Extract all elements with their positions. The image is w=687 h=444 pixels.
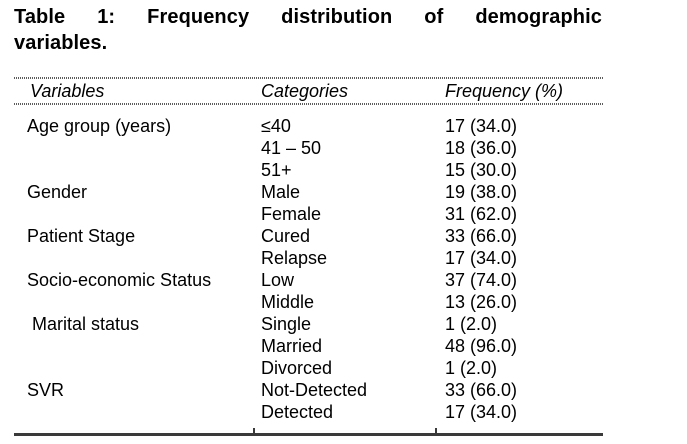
category-cell: Married: [261, 336, 323, 356]
table-body: Age group (years) ≤40 17 (34.0) 41 – 50 …: [14, 105, 603, 433]
table-row: Socio-economic Status Low 37 (74.0): [14, 269, 603, 291]
table-row: Married 48 (96.0): [14, 335, 603, 357]
category-cell: Detected: [261, 402, 334, 422]
table-row: 51+ 15 (30.0): [14, 159, 603, 181]
frequency-cell: 31 (62.0): [445, 204, 518, 224]
table-row: Gender Male 19 (38.0): [14, 181, 603, 203]
column-header-categories: Categories: [261, 81, 349, 101]
variable-cell: Marital status: [27, 314, 140, 334]
variable-cell: [14, 159, 253, 181]
frequency-cell: 17 (34.0): [445, 248, 518, 268]
variable-cell: Socio-economic Status: [27, 270, 212, 290]
frequency-cell: 33 (66.0): [445, 380, 518, 400]
column-header-frequency: Frequency (%): [445, 81, 564, 101]
variable-cell: Gender: [27, 182, 88, 202]
category-cell: Female: [261, 204, 322, 224]
frequency-table: Variables Categories Frequency (%) Age g…: [14, 77, 603, 436]
column-header-variables: Variables: [30, 81, 105, 101]
category-cell: Low: [261, 270, 295, 290]
frequency-cell: 17 (34.0): [445, 116, 518, 136]
frequency-cell: 15 (30.0): [445, 160, 518, 180]
frequency-cell: 33 (66.0): [445, 226, 518, 246]
variable-cell: [14, 357, 253, 379]
table-row: Divorced 1 (2.0): [14, 357, 603, 379]
header-bottom-rule: [14, 103, 603, 105]
table-row: Patient Stage Cured 33 (66.0): [14, 225, 603, 247]
category-cell: Middle: [261, 292, 315, 312]
frequency-cell: 1 (2.0): [445, 358, 498, 378]
table-caption-line1: Table 1: Frequency distribution of demog…: [14, 6, 602, 28]
variable-cell: SVR: [27, 380, 65, 400]
table-row: Middle 13 (26.0): [14, 291, 603, 313]
table-top-rule: [14, 77, 603, 79]
table-row: Relapse 17 (34.0): [14, 247, 603, 269]
frequency-cell: 48 (96.0): [445, 336, 518, 356]
column-divider-tick: [253, 428, 255, 433]
frequency-cell: 1 (2.0): [445, 314, 498, 334]
table-row: Marital status Single 1 (2.0): [14, 313, 603, 335]
table-row: 41 – 50 18 (36.0): [14, 137, 603, 159]
variable-cell: [14, 291, 253, 313]
variable-cell: [14, 247, 253, 269]
category-cell: Divorced: [261, 358, 333, 378]
category-cell: ≤40: [261, 116, 291, 136]
category-cell: Relapse: [261, 248, 328, 268]
table-row: Female 31 (62.0): [14, 203, 603, 225]
category-cell: Single: [261, 314, 312, 334]
table-caption: Table 1: Frequency distribution of demog…: [14, 4, 602, 56]
frequency-cell: 13 (26.0): [445, 292, 518, 312]
variable-cell: [14, 203, 253, 225]
column-divider-tick: [435, 428, 437, 433]
frequency-cell: 19 (38.0): [445, 182, 518, 202]
table-bottom-rule: [14, 428, 603, 436]
variable-cell: [14, 401, 253, 423]
variable-cell: Age group (years): [27, 116, 172, 136]
category-cell: Not-Detected: [261, 380, 368, 400]
variable-cell: [14, 335, 253, 357]
table-row: Detected 17 (34.0): [14, 401, 603, 423]
category-cell: 41 – 50: [261, 138, 322, 158]
variable-cell: [14, 137, 253, 159]
category-cell: 51+: [261, 160, 292, 180]
category-cell: Male: [261, 182, 301, 202]
table-row: SVR Not-Detected 33 (66.0): [14, 379, 603, 401]
frequency-cell: 37 (74.0): [445, 270, 518, 290]
variable-cell: Patient Stage: [27, 226, 136, 246]
frequency-cell: 17 (34.0): [445, 402, 518, 422]
frequency-cell: 18 (36.0): [445, 138, 518, 158]
table-caption-line2: variables.: [14, 32, 108, 54]
table-header-row: Variables Categories Frequency (%): [14, 79, 603, 103]
table-row: Age group (years) ≤40 17 (34.0): [14, 115, 603, 137]
category-cell: Cured: [261, 226, 311, 246]
